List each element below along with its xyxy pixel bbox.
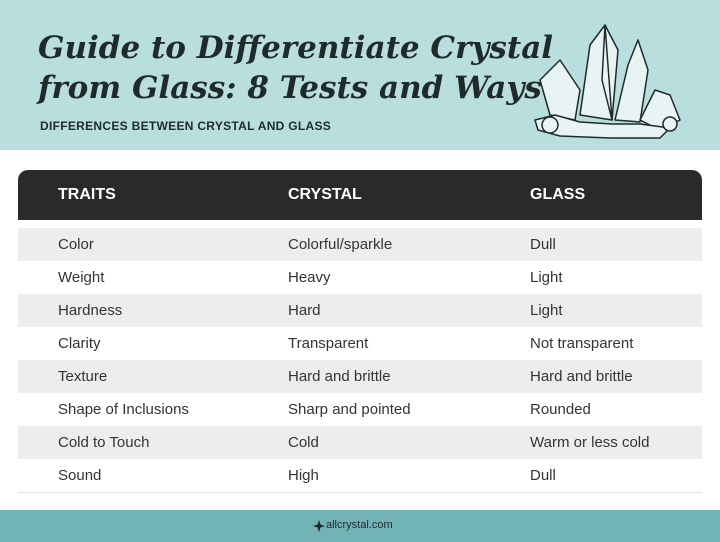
table-cell: Texture (58, 368, 108, 385)
table-cell: Dull (530, 467, 556, 484)
column-header: GLASS (530, 186, 586, 203)
crystal-illustration (534, 24, 681, 139)
table-header: TRAITS CRYSTAL GLASS (18, 170, 702, 220)
table-cell: Color (58, 236, 94, 253)
table-cell: Clarity (58, 335, 101, 352)
table-cell: Light (530, 269, 563, 286)
table-cell: Warm or less cold (530, 434, 650, 451)
table-cell: Not transparent (530, 335, 634, 352)
table-row: Hardness Hard Light (18, 294, 702, 328)
table-cell: Sound (58, 467, 102, 484)
table-row: Clarity Transparent Not transparent (18, 327, 702, 361)
site-url: allcrystal.com (326, 519, 393, 531)
table-cell: Rounded (530, 401, 591, 418)
table-row: Texture Hard and brittle Hard and brittle (18, 360, 702, 394)
footer: allcrystal.com (0, 510, 720, 542)
table-cell: Dull (530, 236, 556, 253)
table-cell: Sharp and pointed (288, 401, 411, 418)
table-row: Sound High Dull (18, 459, 702, 493)
table-cell: Hard and brittle (288, 368, 391, 385)
table-cell: Transparent (288, 335, 369, 352)
table-cell: Light (530, 302, 563, 319)
table-row: Weight Heavy Light (18, 261, 702, 295)
header: Guide to Differentiate Crystal from Glas… (0, 0, 720, 150)
table-row: Shape of Inclusions Sharp and pointed Roun… (18, 393, 702, 427)
table-cell: Hard (288, 302, 321, 319)
column-header: TRAITS (58, 186, 116, 203)
subtitle: DIFFERENCES BETWEEN CRYSTAL AND GLASS (40, 119, 332, 133)
star-icon (313, 520, 325, 532)
table-cell: Weight (58, 269, 105, 286)
table-cell: Shape of Inclusions (58, 401, 189, 418)
table-row: Cold to Touch Cold Warm or less cold (18, 426, 702, 460)
table-cell: Hard and brittle (530, 368, 633, 385)
table-cell: Heavy (288, 269, 331, 286)
table-cell: Cold to Touch (58, 434, 150, 451)
table-row: Color Colorful/sparkle Dull (18, 228, 702, 262)
table-cell: Hardness (58, 302, 123, 319)
table-cell: Colorful/sparkle (288, 236, 393, 253)
table-cell: Cold (288, 434, 319, 451)
title-line: Guide to Differentiate Crystal (38, 30, 554, 66)
title-line: from Glass: 8 Tests and Ways (38, 70, 542, 106)
table-cell: High (288, 467, 319, 484)
column-header: CRYSTAL (288, 186, 362, 203)
